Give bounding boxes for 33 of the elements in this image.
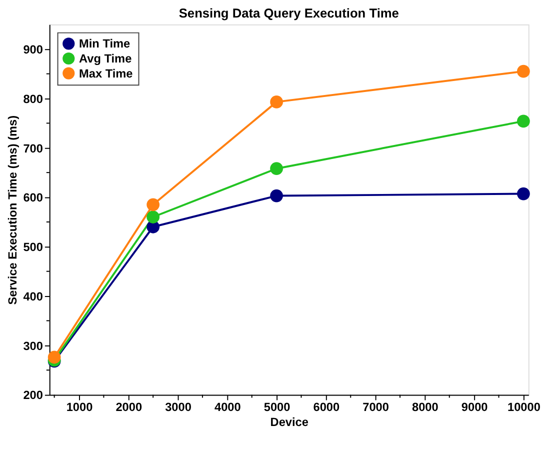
point: [146, 210, 160, 224]
x-tick-label: 5000: [264, 400, 291, 414]
y-tick-label: 500: [23, 240, 44, 254]
point: [517, 64, 530, 78]
y-tick-label: 200: [23, 388, 44, 402]
y-tick-label: 300: [23, 338, 44, 353]
y-axis-title: Service Execution Time (ms) (ms): [5, 115, 20, 305]
x-tick-label: 4000: [214, 400, 242, 414]
chart-title: Sensing Data Query Execution Time: [178, 6, 399, 20]
y-tick-label: 400: [23, 289, 44, 304]
x-tick-label: 10000: [507, 400, 541, 414]
point: [48, 350, 61, 364]
y-tick-label: 900: [23, 42, 44, 57]
x-tick-label: 1000: [66, 400, 94, 414]
point: [270, 96, 283, 108]
point: [270, 189, 283, 202]
legend-label: Min Time: [79, 36, 131, 51]
point: [517, 187, 530, 200]
point: [146, 198, 160, 212]
x-tick-label: 8000: [412, 400, 439, 414]
legend-label: Avg Time: [79, 51, 132, 66]
x-tick-label: 6000: [313, 400, 340, 414]
x-tick-label: 2000: [116, 400, 142, 414]
legend-label: Max Time: [79, 66, 134, 80]
x-tick-label: 3000: [165, 400, 192, 414]
x-tick-label: 9000: [461, 400, 488, 414]
point: [517, 114, 530, 128]
y-tick-label: 700: [23, 141, 44, 156]
point: [270, 162, 283, 176]
x-axis-title: Device: [270, 414, 309, 429]
x-tick-label: 7000: [362, 400, 390, 414]
y-tick-label: 800: [23, 92, 44, 106]
y-tick-label: 600: [23, 190, 44, 205]
